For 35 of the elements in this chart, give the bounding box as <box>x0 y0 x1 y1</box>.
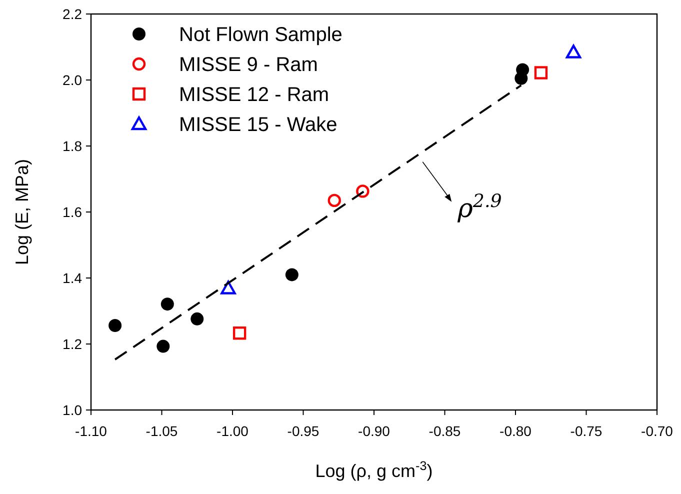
x-tick-label: -0.70 <box>641 423 674 439</box>
legend-label: Not Flown Sample <box>179 24 342 46</box>
point <box>356 184 370 198</box>
x-tick-label: -0.85 <box>428 423 461 439</box>
y-tick-label: 1.6 <box>62 204 82 220</box>
y-tick-label: 2.0 <box>62 72 82 88</box>
x-tick-label: -1.10 <box>75 423 108 439</box>
point <box>156 340 170 353</box>
y-tick-label: 1.4 <box>62 270 82 286</box>
y-axis-title: Log (E, MPa) <box>12 158 32 266</box>
legend-label: MISSE 15 - Wake <box>179 114 338 136</box>
y-tick-label: 1.2 <box>62 336 82 352</box>
point <box>328 194 341 208</box>
x-tick-label: -0.95 <box>287 423 320 439</box>
x-tick-label: -0.90 <box>358 423 390 439</box>
point <box>534 66 548 80</box>
y-tick-label: 2.2 <box>62 6 82 22</box>
point <box>160 298 174 311</box>
y-tick-label: 1.0 <box>62 402 82 418</box>
point <box>566 44 582 58</box>
point <box>232 326 246 340</box>
legend-label: MISSE 9 - Ram <box>179 54 318 76</box>
point <box>220 280 236 294</box>
point <box>108 319 122 332</box>
y-tick-label: 1.8 <box>62 138 82 154</box>
x-tick-label: -1.00 <box>216 423 249 439</box>
x-axis-title: Log (ρ, g cm$^{-3}$) <box>315 459 433 481</box>
point <box>514 72 528 85</box>
x-tick-label: -1.05 <box>146 423 178 439</box>
x-tick-label: -0.75 <box>570 423 602 439</box>
annotation: ρ$^{2.9}$ <box>456 190 502 224</box>
point <box>285 268 298 282</box>
x-tick-label: -0.80 <box>500 423 532 439</box>
point <box>190 312 204 326</box>
legend-label: MISSE 12 - Ram <box>179 84 330 106</box>
